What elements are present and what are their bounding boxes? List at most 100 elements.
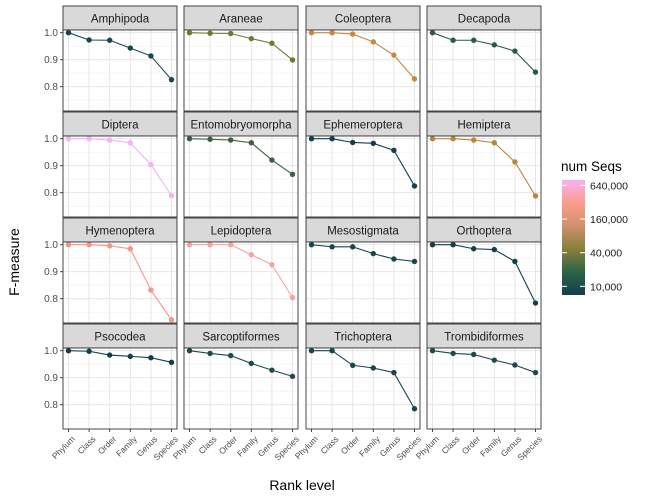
facet-label: Amphipoda	[91, 14, 150, 26]
data-point	[491, 357, 497, 363]
facet-strip	[426, 5, 542, 31]
data-point	[127, 353, 133, 360]
panel-border	[305, 241, 421, 324]
facet-label: Araneae	[219, 14, 262, 26]
data-point	[471, 351, 477, 358]
facet-panel: Decapoda	[426, 5, 542, 112]
facet-panel: Ephemeroptera	[305, 111, 421, 218]
panel-background	[306, 136, 420, 217]
x-tick-label: Class	[75, 434, 97, 456]
data-point	[207, 136, 213, 142]
data-point	[248, 360, 254, 367]
panel-background	[184, 348, 298, 429]
data-point	[127, 140, 133, 146]
data-point	[471, 37, 477, 43]
panel-background	[427, 136, 541, 217]
data-point	[207, 350, 213, 357]
facet-label: Mesostigmata	[327, 226, 399, 238]
series-line	[189, 138, 293, 175]
facet-strip	[62, 323, 178, 349]
data-point	[429, 242, 436, 248]
data-point	[512, 159, 518, 165]
data-point	[491, 246, 497, 253]
series-line	[311, 138, 415, 187]
data-point	[107, 243, 113, 249]
facet-label: Lepidoptera	[211, 226, 272, 238]
x-tick-label: Class	[318, 434, 340, 456]
data-point	[186, 136, 193, 142]
y-tick-label: 0.9	[44, 55, 58, 66]
data-point	[329, 348, 335, 354]
panel-border	[426, 347, 542, 430]
facet-label: Sarcoptiformes	[202, 332, 280, 344]
series-line	[311, 32, 415, 80]
data-point	[127, 246, 133, 252]
data-point	[308, 242, 315, 248]
data-point	[248, 35, 254, 42]
data-point	[532, 69, 539, 75]
panel-border	[426, 29, 542, 112]
data-point	[269, 40, 275, 46]
data-point	[86, 37, 92, 43]
panel-background	[306, 30, 420, 111]
data-point	[269, 157, 275, 163]
data-point	[391, 52, 397, 58]
data-point	[148, 161, 154, 168]
data-point	[207, 242, 213, 248]
data-point	[107, 37, 113, 43]
data-point	[269, 367, 275, 373]
facet-panel: Hemiptera	[426, 111, 542, 218]
legend-tick-label: 640,000	[590, 180, 628, 192]
facet-label: Diptera	[101, 120, 139, 132]
facet-label: Psocodea	[94, 332, 146, 344]
facet-panel: Araneae	[183, 5, 299, 112]
y-tick-label: 1.0	[44, 134, 58, 145]
data-point	[329, 30, 335, 36]
data-point	[370, 365, 376, 371]
data-point	[532, 369, 539, 376]
panel-background	[427, 242, 541, 323]
data-point	[429, 348, 436, 354]
panel-border	[183, 135, 299, 218]
facet-strip	[62, 111, 178, 137]
facet-strip	[305, 111, 421, 137]
data-point	[329, 136, 335, 142]
data-point	[289, 171, 296, 178]
data-point	[269, 261, 275, 268]
facet-label: Hemiptera	[457, 120, 511, 132]
data-point	[491, 140, 497, 146]
panel-border	[305, 135, 421, 218]
panel-background	[306, 242, 420, 323]
legend-tick-label: 40,000	[590, 248, 622, 260]
legend-tick-label: 10,000	[590, 281, 622, 293]
data-point	[168, 192, 175, 199]
facet-strip	[62, 217, 178, 243]
panel-border	[62, 29, 178, 112]
data-point	[450, 136, 456, 142]
y-axis-title: F-measure	[6, 228, 22, 296]
y-tick-label: 0.9	[44, 161, 58, 172]
panel-border	[305, 29, 421, 112]
series-line	[432, 138, 536, 197]
data-point	[532, 300, 539, 306]
data-point	[186, 242, 193, 248]
series-line	[311, 350, 415, 410]
data-point	[148, 53, 154, 59]
y-tick-label: 1.0	[44, 346, 58, 357]
data-point	[65, 242, 72, 248]
x-tick-label: Phylum	[50, 434, 77, 461]
panel-border	[183, 347, 299, 430]
y-tick-label: 0.8	[44, 294, 58, 305]
panel-background	[63, 242, 177, 323]
series-line	[68, 138, 172, 196]
data-point	[370, 39, 376, 45]
data-point	[350, 31, 356, 37]
data-point	[168, 359, 175, 366]
series-line	[432, 244, 536, 304]
facet-strip	[183, 323, 299, 349]
legend-title: num Seqs	[561, 159, 622, 174]
data-point	[512, 362, 518, 368]
series-line	[68, 350, 172, 363]
facet-panel: Diptera 0.8 0.9 1.0	[44, 111, 178, 218]
panel-border	[62, 135, 178, 218]
